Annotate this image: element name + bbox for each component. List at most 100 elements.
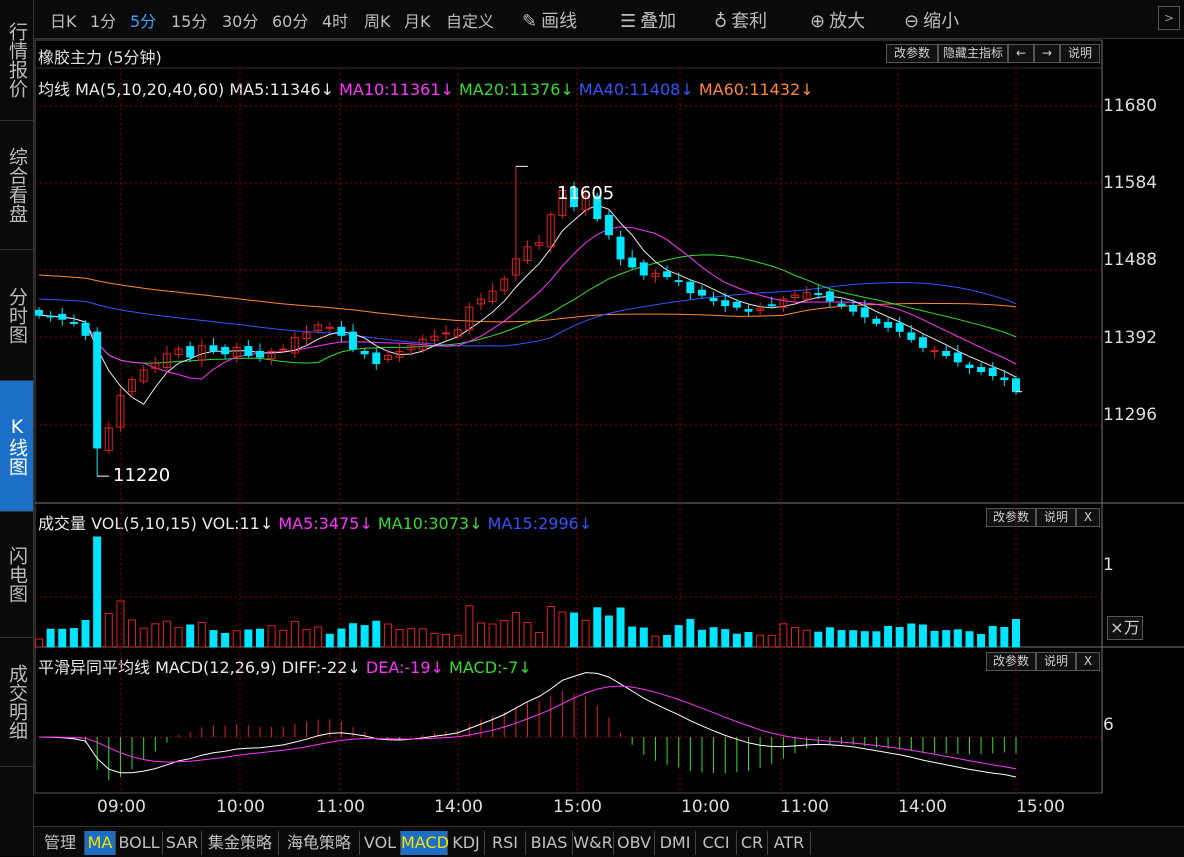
vol-params-button[interactable]: 改参数 xyxy=(986,508,1036,527)
period-month[interactable]: 月K xyxy=(404,12,431,31)
left-tab-bar: 行情报价 综合看盘 分时图 K线图 闪电图 成交明细 xyxy=(0,0,34,856)
indicator-tab[interactable]: BIAS xyxy=(526,831,573,855)
volume-bar xyxy=(546,606,555,648)
next-indicator-button[interactable]: → xyxy=(1034,44,1060,63)
indicator-tab[interactable]: 管理 xyxy=(36,831,85,855)
indicator-tab[interactable]: MACD xyxy=(401,831,449,855)
prev-indicator-button[interactable]: ← xyxy=(1008,44,1034,63)
volume-bar xyxy=(523,622,532,648)
period-1min[interactable]: 1分 xyxy=(90,12,117,31)
period-custom[interactable]: 自定义 xyxy=(446,12,495,31)
indicator-tab[interactable]: CR xyxy=(737,831,768,855)
indicator-tab[interactable]: ATR xyxy=(768,831,811,855)
volume-bar xyxy=(628,626,637,648)
volume-bar xyxy=(430,632,439,648)
period-15min[interactable]: 15分 xyxy=(171,12,208,31)
indicator-tab[interactable]: DMI xyxy=(655,831,696,855)
period-60min[interactable]: 60分 xyxy=(272,12,309,31)
period-day[interactable]: 日K xyxy=(50,12,77,31)
volume-bar xyxy=(476,622,485,648)
volume-legend: 成交量 VOL(5,10,15) VOL:11↓ MA5:3475↓ MA10:… xyxy=(38,510,592,534)
ma20-legend: MA20:11376↓ xyxy=(459,80,574,99)
macd-params-button[interactable]: 改参数 xyxy=(986,652,1036,671)
candle-body xyxy=(290,337,299,354)
candle-body xyxy=(977,367,986,373)
y-tick-label: 11680 xyxy=(1103,96,1158,116)
volume-bar xyxy=(372,620,381,648)
candle-body xyxy=(942,350,951,356)
low-price-label: 11220 xyxy=(113,465,171,486)
volume-bar xyxy=(779,623,788,648)
x-tick-label: 11:00 xyxy=(780,797,829,817)
indicator-tab[interactable]: W&R xyxy=(573,831,614,855)
volume-bar xyxy=(302,629,311,648)
period-4h[interactable]: 4时 xyxy=(322,12,349,31)
draw-line-button[interactable]: ✎ 画线 xyxy=(522,7,577,33)
macd-help-button[interactable]: 说明 xyxy=(1036,652,1076,671)
volume-bar xyxy=(46,628,55,648)
period-30min[interactable]: 30分 xyxy=(222,12,259,31)
ma-legend: 均线 MA(5,10,20,40,60) MA5:11346↓ MA10:113… xyxy=(38,76,814,100)
volume-bar xyxy=(418,628,427,648)
zoom-in-button[interactable]: ⊕ 放大 xyxy=(810,7,865,33)
overlay-button[interactable]: ☰ 叠加 xyxy=(620,7,676,33)
indicator-tab[interactable]: 海龟策略 xyxy=(279,831,360,855)
vol-close-button[interactable]: X xyxy=(1076,508,1100,527)
tab-overview[interactable]: 综合看盘 xyxy=(0,121,33,250)
indicator-tab[interactable]: SAR xyxy=(163,831,202,855)
zoom-out-button[interactable]: ⊖ 缩小 xyxy=(904,7,959,33)
candle-body xyxy=(872,318,881,324)
overlay-label: 叠加 xyxy=(640,11,677,32)
vol-help-button[interactable]: 说明 xyxy=(1036,508,1076,527)
indicator-tab[interactable]: MA xyxy=(85,831,116,855)
y-tick-label: 11392 xyxy=(1103,328,1158,348)
tab-flash[interactable]: 闪电图 xyxy=(0,512,33,638)
indicator-tab[interactable]: VOL xyxy=(360,831,401,855)
indicator-tab[interactable]: BOLL xyxy=(116,831,163,855)
indicator-tab[interactable]: OBV xyxy=(614,831,655,855)
candle-body xyxy=(442,332,451,335)
macd-legend: 平滑异同平均线 MACD(12,26,9) DIFF:-22↓ DEA:-19↓… xyxy=(38,654,532,678)
y-tick-label: 11584 xyxy=(1103,173,1158,193)
volume-bar xyxy=(221,632,230,648)
period-5min[interactable]: 5分 xyxy=(130,12,157,31)
macd-value-legend: MACD:-7↓ xyxy=(449,658,532,677)
volume-unit-button[interactable]: ×万 xyxy=(1107,616,1143,640)
y-tick-label: 11488 xyxy=(1103,250,1158,270)
x-tick-label: 11:00 xyxy=(316,797,365,817)
main-params-button[interactable]: 改参数 xyxy=(886,44,938,63)
arrow-left-icon: ← xyxy=(1015,46,1027,60)
volume-bar xyxy=(488,623,497,648)
candle-body xyxy=(325,326,334,329)
volume-bar xyxy=(895,627,904,648)
volume-bar xyxy=(1000,627,1009,648)
candle-body xyxy=(860,307,869,318)
candle-body xyxy=(709,297,718,302)
candle-body xyxy=(186,346,195,358)
candle-body xyxy=(279,348,288,351)
tab-kline[interactable]: K线图 xyxy=(0,381,33,512)
volume-bar xyxy=(604,615,613,648)
collapse-toolbar-button[interactable]: > xyxy=(1158,6,1180,30)
indicator-tab[interactable]: 集金策略 xyxy=(202,831,279,855)
candle-body xyxy=(895,322,904,332)
tab-timeshare[interactable]: 分时图 xyxy=(0,250,33,381)
candle-body xyxy=(407,345,416,351)
arbitrage-button[interactable]: ♁ 套利 xyxy=(714,7,767,33)
candle-body xyxy=(639,262,648,276)
indicator-tab[interactable]: RSI xyxy=(485,831,526,855)
hide-indicator-button[interactable]: 隐藏主指标 xyxy=(938,44,1008,63)
indicator-tab[interactable]: CCI xyxy=(696,831,737,855)
x-tick-label: 14:00 xyxy=(434,797,483,817)
macd-close-button[interactable]: X xyxy=(1076,652,1100,671)
period-week[interactable]: 周K xyxy=(364,12,391,31)
volume-bar xyxy=(721,629,730,648)
candle-body xyxy=(930,350,939,353)
tab-trade-detail[interactable]: 成交明细 xyxy=(0,638,33,767)
main-help-button[interactable]: 说明 xyxy=(1060,44,1100,63)
tab-quotes[interactable]: 行情报价 xyxy=(0,0,33,121)
volume-bar xyxy=(395,629,404,648)
indicator-tab[interactable]: KDJ xyxy=(448,831,485,855)
volume-bar xyxy=(232,630,241,648)
